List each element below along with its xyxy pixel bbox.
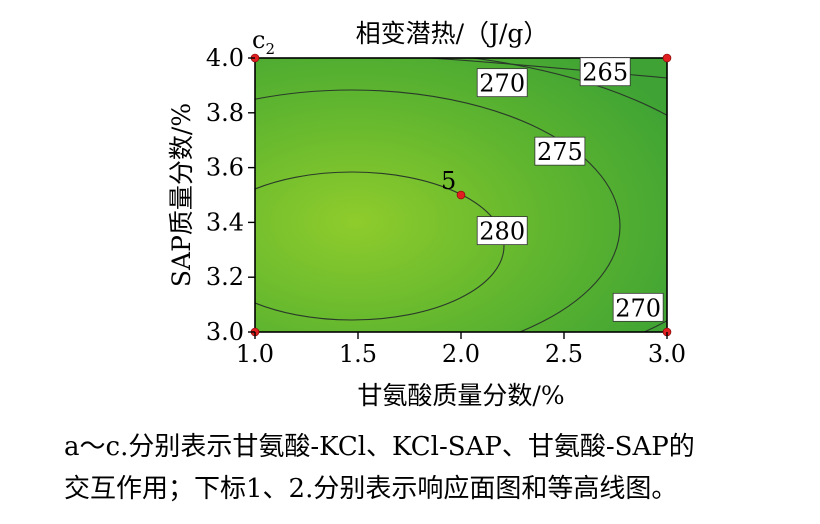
contour-label: 270 bbox=[615, 294, 661, 322]
contour-label: 270 bbox=[479, 70, 525, 98]
contour-labels: 265 270 275 280 270 bbox=[476, 57, 664, 322]
x-tick-label: 2.0 bbox=[442, 340, 480, 368]
y-tick-label: 3.2 bbox=[206, 263, 244, 291]
y-tick-label: 3.4 bbox=[206, 208, 244, 236]
contour-label: 265 bbox=[582, 59, 628, 87]
design-point bbox=[662, 53, 672, 63]
y-tick-label: 4.0 bbox=[206, 44, 244, 72]
contour-label-box bbox=[476, 68, 528, 98]
chart-title: 相变潜热/（J/g） bbox=[356, 19, 549, 48]
y-tick-label: 3.8 bbox=[206, 99, 244, 127]
x-tick-label: 1.0 bbox=[236, 340, 274, 368]
contour-line-275 bbox=[255, 89, 621, 332]
figure-caption-line-1: a～c.分别表示甘氨酸-KCl、KCl-SAP、甘氨酸-SAP的 bbox=[64, 432, 695, 462]
figure-caption-line-2: 交互作用；下标1、2.分别表示响应面图和等高线图。 bbox=[64, 474, 678, 504]
x-axis-ticks: 1.0 1.5 2.0 2.5 3.0 bbox=[236, 332, 686, 368]
contour-label-box bbox=[612, 292, 664, 322]
y-tick-label: 3.6 bbox=[206, 154, 244, 182]
y-axis-label: SAP质量分数/% bbox=[167, 103, 196, 287]
panel-label-main: c bbox=[252, 26, 265, 54]
contour-label-box bbox=[534, 136, 586, 166]
contour-lines bbox=[255, 58, 667, 332]
design-point-label: 5 bbox=[441, 167, 456, 195]
panel-label-subscript: 2 bbox=[265, 40, 275, 58]
x-tick-label: 1.5 bbox=[339, 340, 377, 368]
contour-label: 280 bbox=[479, 218, 525, 246]
y-axis-ticks: 3.0 3.2 3.4 3.6 3.8 4.0 bbox=[206, 44, 255, 346]
x-tick-label: 2.5 bbox=[545, 340, 583, 368]
panel-label: c2 bbox=[252, 26, 275, 58]
x-tick-label: 3.0 bbox=[648, 340, 686, 368]
contour-line-280 bbox=[255, 171, 505, 321]
contour-label-box bbox=[476, 216, 528, 246]
contour-label: 275 bbox=[537, 138, 583, 166]
contour-label-box bbox=[579, 57, 631, 87]
design-point bbox=[456, 190, 466, 200]
contour-chart: 相变潜热/（J/g） c2 265 270 275 280 270 5 1.0 1.5 2.… bbox=[167, 19, 686, 410]
contour-line-265 bbox=[429, 58, 667, 79]
y-tick-label: 3.0 bbox=[206, 318, 244, 346]
x-axis-label: 甘氨酸质量分数/% bbox=[357, 381, 564, 410]
design-points: 5 bbox=[250, 53, 672, 337]
